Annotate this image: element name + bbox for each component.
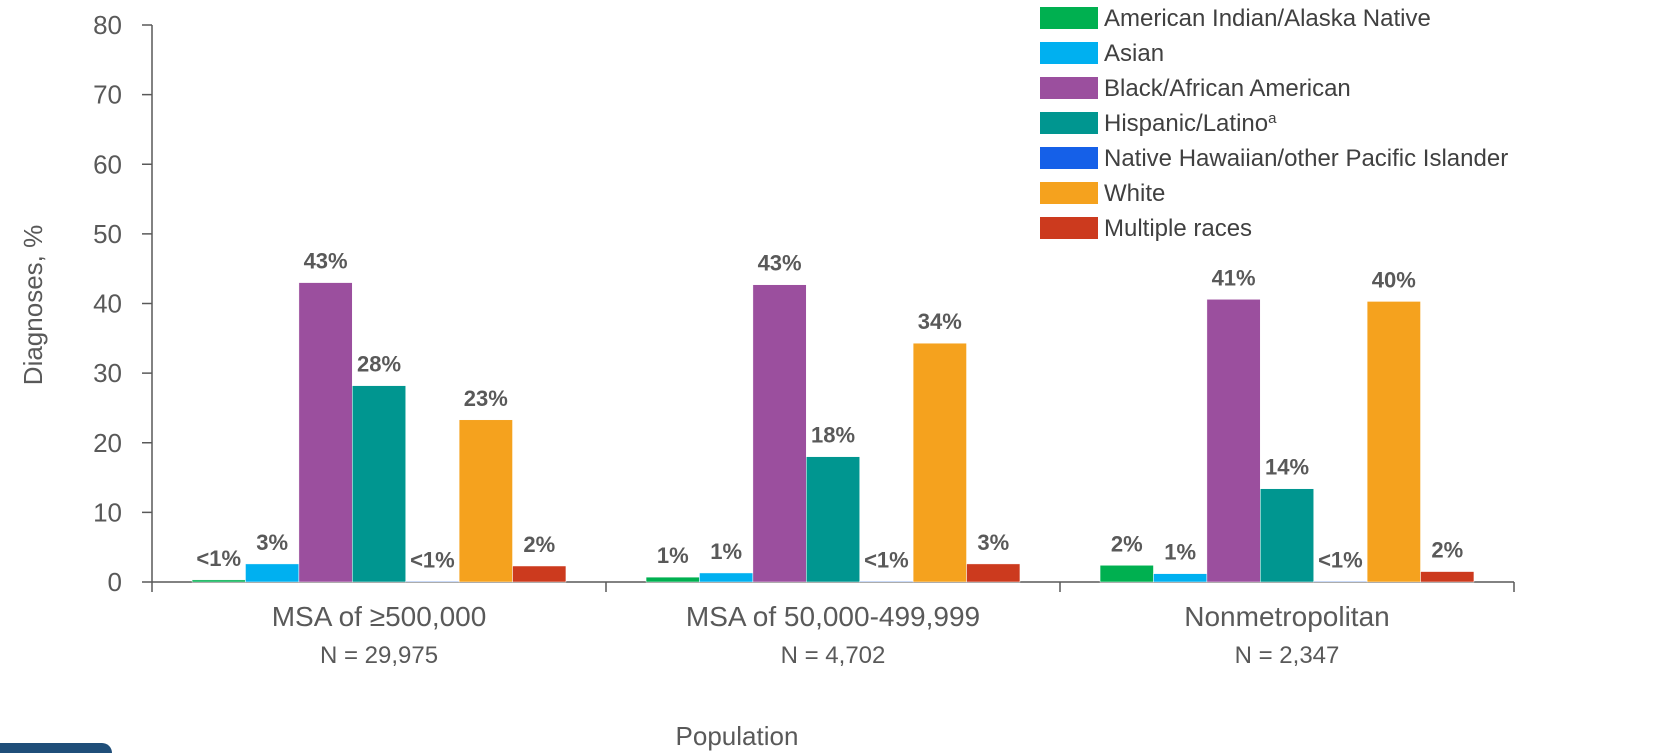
bar <box>645 576 700 583</box>
data-label: 34% <box>918 309 962 334</box>
y-tick-label: 0 <box>108 567 122 597</box>
data-label: 1% <box>1164 540 1196 565</box>
bar <box>1366 301 1421 583</box>
data-label: 28% <box>357 352 401 377</box>
y-axis-ticks: 0 10 20 30 40 50 60 70 80 <box>93 10 122 597</box>
bar <box>752 284 807 583</box>
bar <box>699 572 754 583</box>
category-label: MSA of ≥500,000 <box>272 601 487 632</box>
y-tick-label: 20 <box>93 428 122 458</box>
bar <box>1313 581 1368 583</box>
y-tick-label: 50 <box>93 219 122 249</box>
data-label: 18% <box>811 423 855 448</box>
legend-label: Hispanic/Latinoa <box>1104 110 1277 138</box>
category-labels: MSA of ≥500,000 N = 29,975 MSA of 50,000-4… <box>272 601 1390 669</box>
bar <box>1206 299 1261 583</box>
bar <box>191 579 246 583</box>
legend-label: Native Hawaiian/other Pacific Islander <box>1104 145 1508 172</box>
y-axis-title: Diagnoses, % <box>18 225 48 385</box>
bars <box>191 282 1475 583</box>
data-label: 43% <box>758 251 802 276</box>
bar <box>298 282 353 583</box>
data-label: 23% <box>464 386 508 411</box>
legend-swatch <box>1040 112 1098 134</box>
category-sublabel: N = 2,347 <box>1235 642 1340 669</box>
data-label: 40% <box>1372 267 1416 292</box>
legend-label: American Indian/Alaska Native <box>1104 5 1431 32</box>
legend: American Indian/Alaska Native Asian Black/… <box>1040 5 1508 242</box>
legend-label: Multiple races <box>1104 215 1252 242</box>
bar <box>912 342 967 583</box>
data-label: 43% <box>304 249 348 274</box>
legend-label: Black/African American <box>1104 75 1351 102</box>
data-label: 14% <box>1265 455 1309 480</box>
bar <box>458 419 513 583</box>
legend-swatch <box>1040 217 1098 239</box>
y-tick-label: 40 <box>93 289 122 319</box>
y-tick-label: 80 <box>93 10 122 40</box>
category-label: MSA of 50,000-499,999 <box>686 601 980 632</box>
bar <box>405 581 460 583</box>
legend-label: Asian <box>1104 40 1164 67</box>
bar <box>1260 488 1314 583</box>
bar <box>1153 573 1208 583</box>
bar <box>245 563 300 583</box>
data-label: <1% <box>196 546 241 571</box>
legend-swatch <box>1040 77 1098 99</box>
data-label: 2% <box>1111 531 1143 556</box>
bar <box>806 456 860 583</box>
x-axis-title: Population <box>676 721 799 751</box>
y-tick-label: 10 <box>93 497 122 527</box>
data-labels: <1% 3% 43% 28% <1% 23% 2% 1% 1% 43% 18% <1% 34% 3% 2% 1… <box>196 249 1463 573</box>
data-label: <1% <box>864 547 909 572</box>
legend-swatch <box>1040 147 1098 169</box>
data-label: 1% <box>710 539 742 564</box>
legend-swatch <box>1040 42 1098 64</box>
bar <box>1099 565 1154 583</box>
legend-swatch <box>1040 182 1098 204</box>
data-label: <1% <box>410 547 455 572</box>
bar <box>512 565 567 583</box>
bar <box>1420 571 1475 583</box>
data-label: 2% <box>1431 538 1463 563</box>
corner-decoration <box>0 743 112 753</box>
data-label: 2% <box>523 532 555 557</box>
bar <box>352 385 406 583</box>
y-tick-label: 70 <box>93 80 122 110</box>
data-label: 3% <box>977 530 1009 555</box>
bar <box>966 563 1021 583</box>
data-label: <1% <box>1318 547 1363 572</box>
y-tick-label: 30 <box>93 358 122 388</box>
category-sublabel: N = 29,975 <box>320 642 438 669</box>
legend-label: White <box>1104 180 1165 207</box>
data-label: 3% <box>256 530 288 555</box>
legend-swatch <box>1040 7 1098 29</box>
category-label: Nonmetropolitan <box>1184 601 1389 632</box>
y-tick-label: 60 <box>93 149 122 179</box>
bar <box>859 581 914 583</box>
category-sublabel: N = 4,702 <box>781 642 886 669</box>
data-label: 41% <box>1212 265 1256 290</box>
data-label: 1% <box>657 543 689 568</box>
